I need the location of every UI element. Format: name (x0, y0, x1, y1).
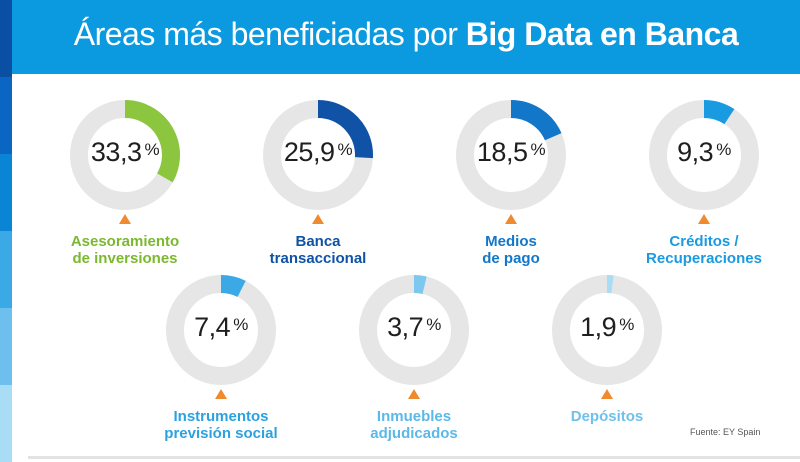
label-line: Instrumentos (121, 408, 321, 425)
value-unit: % (530, 140, 545, 159)
value-number: 25,9 (284, 137, 335, 167)
donut-segment (704, 109, 729, 117)
stripe-segment (0, 308, 12, 385)
donut-segment (511, 109, 553, 137)
marker-triangle (505, 214, 517, 224)
value-unit: % (716, 140, 731, 159)
value-unit: % (337, 140, 352, 159)
donut-value: 18,5% (451, 137, 571, 168)
value-number: 1,9 (580, 312, 616, 342)
marker-triangle (408, 389, 420, 399)
label-line: de inversiones (25, 250, 225, 267)
source-note: Fuente: EY Spain (690, 427, 760, 437)
label-line: Medios (411, 233, 611, 250)
label-line: de pago (411, 250, 611, 267)
page-title: Áreas más beneficiadas por Big Data en B… (12, 16, 800, 53)
label-line: Banca (218, 233, 418, 250)
stripe-segment (0, 154, 12, 231)
label-line: transaccional (218, 250, 418, 267)
value-number: 9,3 (677, 137, 713, 167)
donut-category-label: Créditos /Recuperaciones (604, 233, 800, 267)
value-unit: % (233, 315, 248, 334)
donut-segment (221, 284, 242, 289)
stripe-segment (0, 77, 12, 154)
donut-category-label: Depósitos (507, 408, 707, 425)
value-number: 7,4 (194, 312, 230, 342)
header-banner: Áreas más beneficiadas por Big Data en B… (12, 0, 800, 74)
left-stripe (0, 0, 12, 461)
title-bold: Big Data en Banca (466, 16, 738, 52)
bottom-divider (28, 456, 800, 459)
value-unit: % (144, 140, 159, 159)
marker-triangle (312, 214, 324, 224)
label-line: Inmuebles (314, 408, 514, 425)
marker-triangle (601, 389, 613, 399)
label-line: Recuperaciones (604, 250, 800, 267)
marker-triangle (119, 214, 131, 224)
value-number: 33,3 (91, 137, 142, 167)
marker-triangle (698, 214, 710, 224)
value-unit: % (426, 315, 441, 334)
value-unit: % (619, 315, 634, 334)
title-light: Áreas más beneficiadas por (74, 16, 458, 52)
value-number: 3,7 (387, 312, 423, 342)
marker-triangle (215, 389, 227, 399)
donut-value: 7,4% (161, 312, 281, 343)
label-line: adjudicados (314, 425, 514, 442)
label-line: previsión social (121, 425, 321, 442)
value-number: 18,5 (477, 137, 528, 167)
donut-segment (414, 284, 425, 285)
label-line: Depósitos (507, 408, 707, 425)
stripe-segment (0, 231, 12, 308)
donut-value: 33,3% (65, 137, 185, 168)
donut-value: 1,9% (547, 312, 667, 343)
donut-value: 25,9% (258, 137, 378, 168)
label-line: Asesoramiento (25, 233, 225, 250)
label-line: Créditos / (604, 233, 800, 250)
stripe-segment (0, 385, 12, 462)
donut-value: 3,7% (354, 312, 474, 343)
donut-value: 9,3% (644, 137, 764, 168)
stripe-segment (0, 0, 12, 77)
